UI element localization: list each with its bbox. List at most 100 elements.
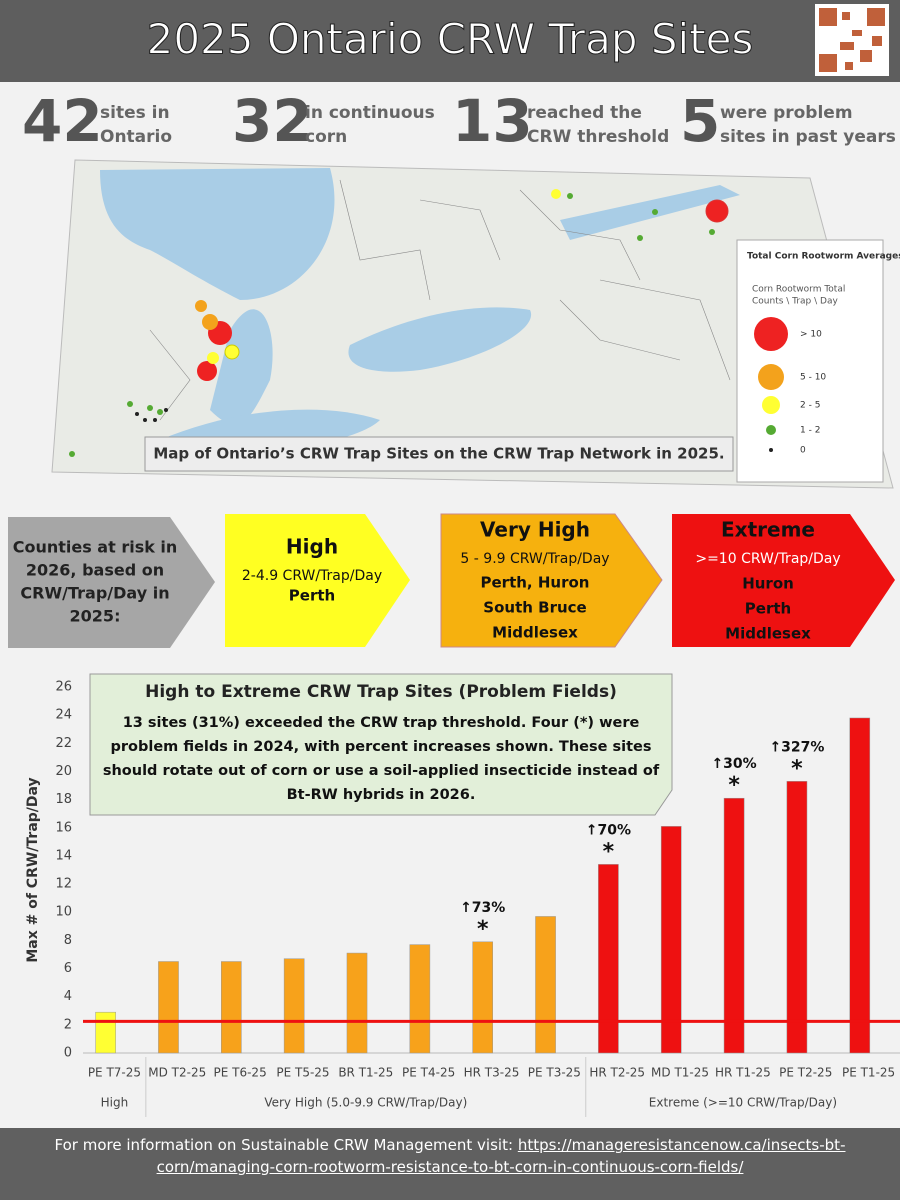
bar (95, 1011, 116, 1054)
risk-range: 2-4.9 CRW/Trap/Day (242, 568, 382, 584)
y-tick-label: 4 (64, 989, 72, 1004)
y-tick-label: 24 (55, 708, 72, 723)
bar (346, 952, 368, 1054)
legend-subtitle: Corn Rootworm Total (752, 285, 845, 295)
risk-county: Perth (745, 600, 791, 618)
stat-number: 5 (680, 87, 720, 155)
map-caption-box (144, 436, 734, 472)
x-tick-label: PE T6-25 (214, 1066, 267, 1080)
increase-label: ↑73% (460, 900, 505, 916)
bar (723, 797, 745, 1054)
y-tick-label: 0 (64, 1046, 72, 1061)
x-tick-label: BR T1-25 (338, 1066, 393, 1080)
problem-marker: * (603, 839, 615, 864)
y-tick-label: 6 (64, 961, 72, 976)
group-label: Extreme (>=10 CRW/Trap/Day) (649, 1096, 837, 1110)
title: 2025 Ontario CRW Trap Sites (147, 15, 754, 64)
bar (598, 864, 619, 1054)
stat-text: sites in (100, 103, 170, 123)
footer-link[interactable]: https://manageresistancenow.ca/insects-b… (156, 1136, 846, 1176)
increase-label: ↑70% (586, 822, 631, 838)
callout-text: problem fields in 2024, with percent inc… (110, 739, 651, 755)
bar (660, 826, 682, 1054)
x-tick-label: MD T1-25 (651, 1066, 709, 1080)
x-tick-label: HR T3-25 (464, 1066, 520, 1080)
y-tick-label: 22 (55, 736, 72, 751)
bar (786, 781, 808, 1054)
risk-range: >=10 CRW/Trap/Day (695, 551, 840, 567)
risk-level: Extreme (721, 518, 815, 542)
callout-text: Bt-RW hybrids in 2026. (287, 787, 476, 803)
risk-county: Huron (742, 575, 794, 593)
problem-marker: * (477, 917, 489, 942)
stat-text: Ontario (100, 127, 172, 147)
group-label: High (101, 1096, 129, 1110)
callout-text: should rotate out of corn or use a soil-… (103, 763, 660, 779)
risk-intro-arrow (8, 517, 215, 648)
footer-text: For more information on Sustainable CRW … (54, 1136, 514, 1154)
y-tick-label: 2 (64, 1017, 72, 1032)
stat-text: CRW threshold (527, 127, 669, 147)
map: Map of Ontario’s CRW Trap Sites on the C… (51, 159, 900, 489)
qr-code (815, 4, 889, 76)
x-tick-label: PE T2-25 (779, 1066, 832, 1080)
legend-title: Total Corn Rootworm Averages (747, 252, 900, 262)
y-tick-label: 18 (55, 792, 72, 807)
risk-county: Middlesex (725, 625, 811, 643)
callout-title: High to Extreme CRW Trap Sites (Problem … (145, 682, 617, 702)
footer: For more information on Sustainable CRW … (0, 1128, 900, 1200)
legend-item: 0 (800, 446, 806, 456)
x-tick-label: PE T3-25 (528, 1066, 581, 1080)
group-label: Very High (5.0-9.9 CRW/Trap/Day) (264, 1096, 467, 1110)
risk-range: 5 - 9.9 CRW/Trap/Day (460, 551, 609, 567)
increase-label: ↑327% (769, 739, 824, 755)
bar (221, 961, 242, 1054)
legend-item: 5 - 10 (800, 373, 826, 383)
y-axis-label: Max # of CRW/Trap/Day (25, 777, 41, 962)
y-tick-label: 20 (55, 764, 72, 779)
bar (409, 944, 431, 1054)
risk-intro: Counties at risk in (13, 538, 178, 557)
x-tick-label: PE T1-25 (842, 1066, 895, 1080)
risk-intro: 2026, based on (26, 561, 164, 580)
callout-text: 13 sites (31%) exceeded the CRW trap thr… (123, 715, 640, 731)
bar-chart: Max # of CRW/Trap/Day0246810121416182022… (25, 673, 900, 1117)
risk-row: Counties at risk in 2026, based on CRW/T… (8, 513, 895, 648)
risk-county: South Bruce (483, 599, 586, 617)
y-tick-label: 26 (55, 680, 72, 695)
problem-marker: * (728, 773, 740, 798)
legend-item: 1 - 2 (800, 426, 820, 436)
stat-number: 32 (232, 87, 313, 155)
y-tick-label: 12 (55, 877, 72, 892)
x-tick-label: HR T1-25 (715, 1066, 771, 1080)
header-bar (0, 0, 900, 82)
risk-intro: 2025: (70, 607, 121, 626)
stat-text: in continuous (305, 103, 435, 123)
bar (849, 717, 871, 1054)
x-tick-label: HR T2-25 (589, 1066, 645, 1080)
y-tick-label: 14 (55, 848, 72, 863)
risk-arrow (672, 514, 895, 647)
risk-county: Perth, Huron (481, 574, 590, 592)
stat-text: reached the (527, 103, 642, 123)
legend-item: 2 - 5 (800, 401, 820, 411)
stat-number: 13 (452, 87, 533, 155)
y-tick-label: 10 (55, 905, 72, 920)
x-tick-label: PE T7-25 (88, 1066, 141, 1080)
stat-text: sites in past years (720, 127, 896, 147)
risk-level: High (286, 535, 338, 559)
y-tick-label: 8 (64, 933, 72, 948)
problem-marker: * (791, 756, 803, 781)
bar (535, 916, 556, 1054)
callout-box (89, 673, 673, 816)
stat-text: were problem (720, 103, 853, 123)
bar (283, 958, 305, 1054)
stat-number: 42 (22, 87, 103, 155)
increase-label: ↑30% (711, 756, 756, 772)
x-tick-label: PE T4-25 (402, 1066, 455, 1080)
map-caption: Map of Ontario’s CRW Trap Sites on the C… (153, 445, 724, 463)
risk-level: Very High (480, 518, 590, 542)
